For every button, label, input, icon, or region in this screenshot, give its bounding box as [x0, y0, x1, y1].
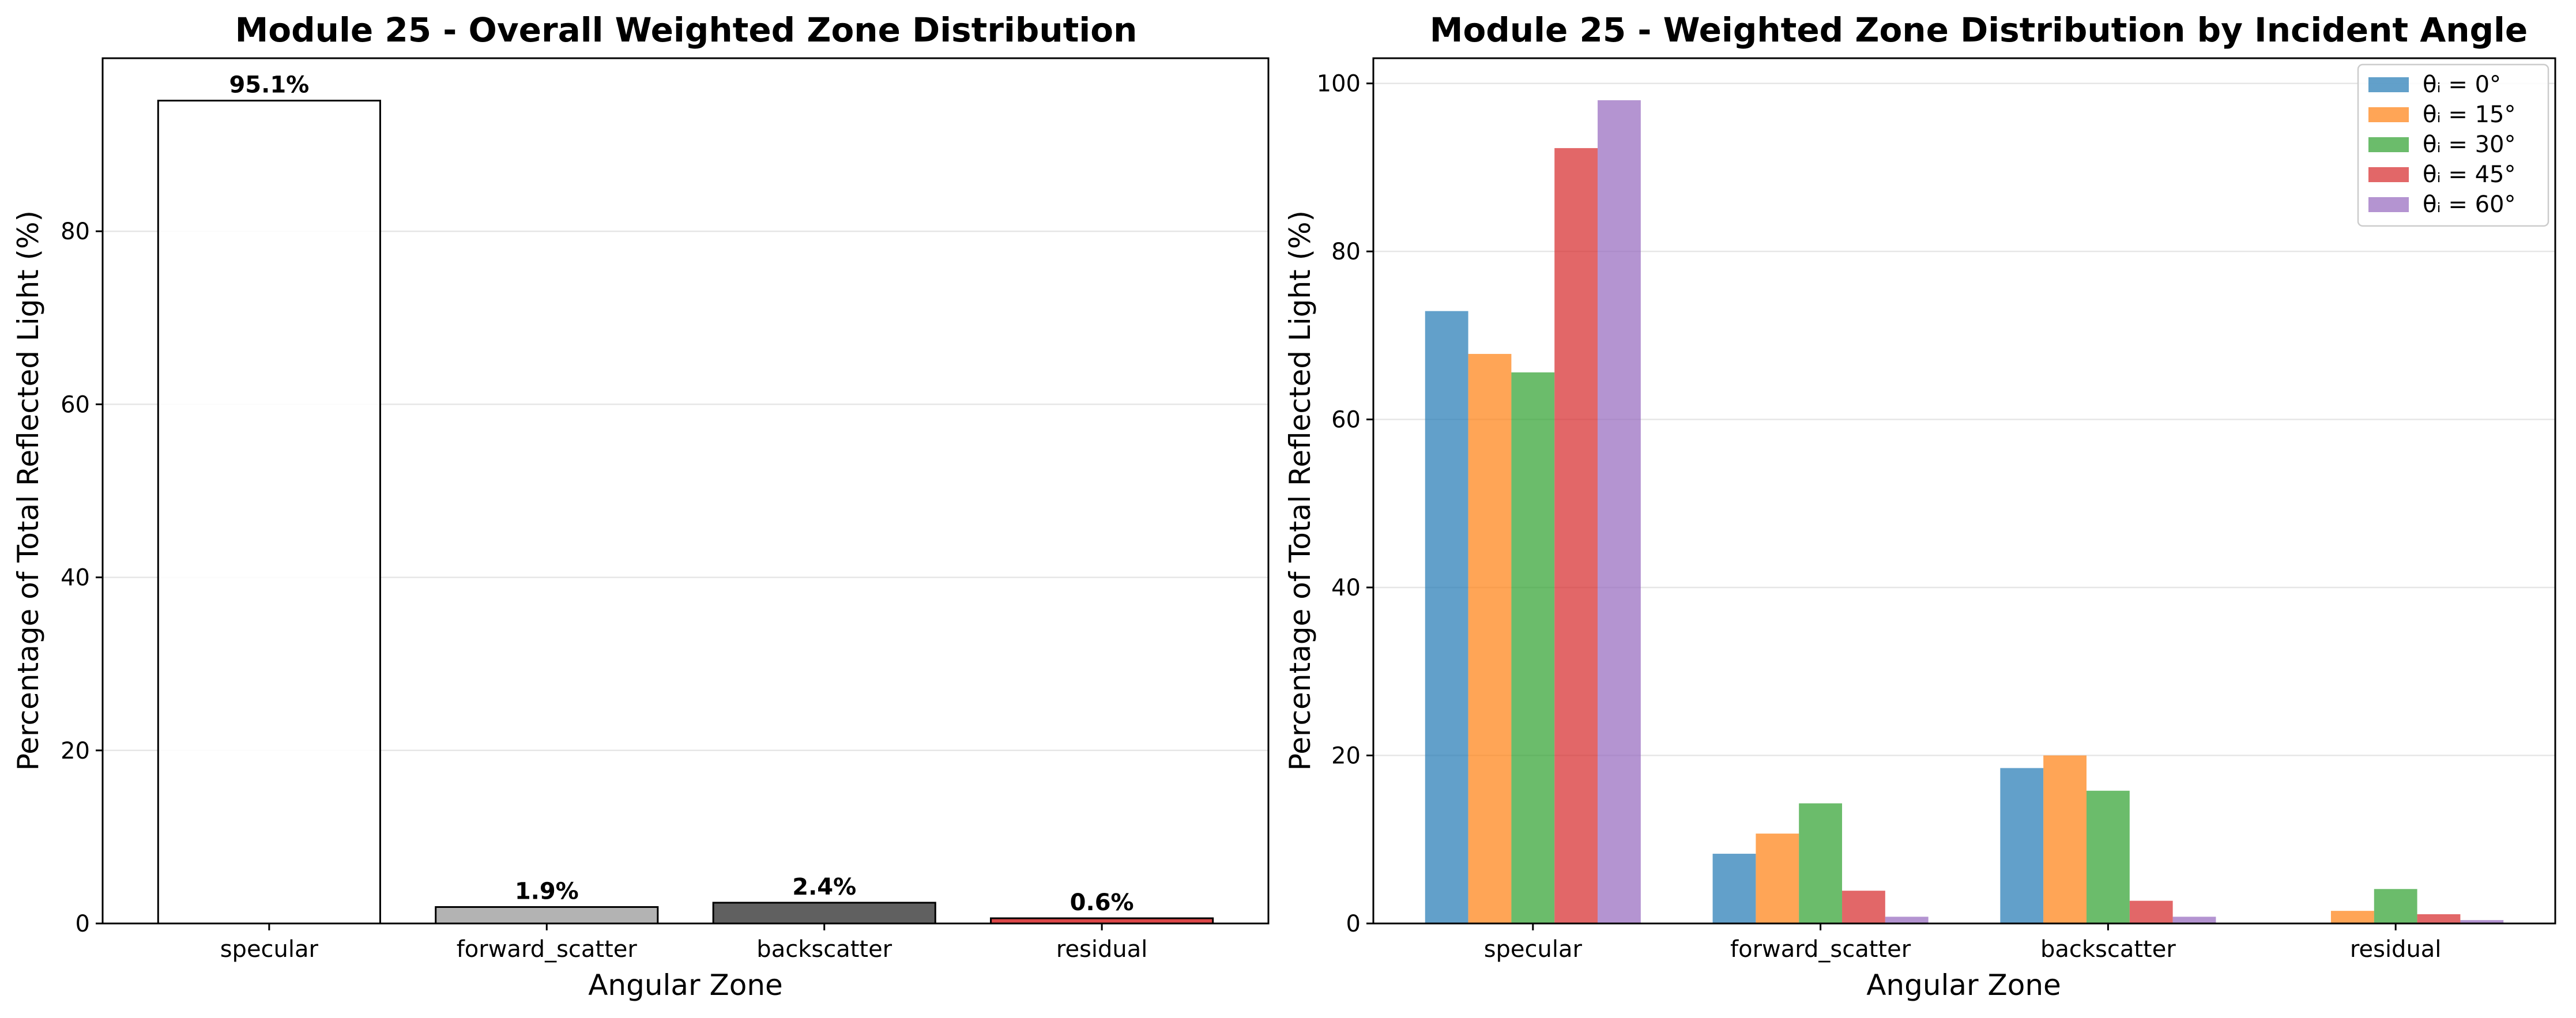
bar-residual-series-1 — [2330, 911, 2374, 923]
x-tick-label: backscatter — [2040, 936, 2176, 963]
y-tick-label: 60 — [1331, 407, 1361, 433]
bar-forward_scatter-series-4 — [1885, 917, 1929, 923]
bar-backscatter — [712, 902, 936, 925]
legend-swatch — [2368, 197, 2409, 212]
y-tick-label: 20 — [61, 738, 90, 764]
x-axis-label: Angular Zone — [588, 968, 783, 1002]
data-label: 2.4% — [792, 874, 856, 900]
bar-residual-series-3 — [2417, 914, 2461, 923]
bar-backscatter-series-2 — [2086, 790, 2130, 923]
chart-title: Module 25 - Overall Weighted Zone Distri… — [235, 10, 1138, 50]
x-tick-label: forward_scatter — [1730, 936, 1911, 963]
legend-label: θᵢ = 60° — [2423, 191, 2515, 218]
x-tick-label: backscatter — [756, 936, 892, 963]
data-labels: 95.1% 1.9% 2.4% 0.6% — [229, 72, 1133, 916]
bar-backscatter-series-4 — [2172, 917, 2216, 923]
x-ticks: specular forward_scatter backscatter residu… — [220, 923, 1148, 963]
bar-specular-series-1 — [1468, 353, 1512, 923]
bar-specular-series-3 — [1554, 148, 1598, 923]
bar-backscatter-series-1 — [2043, 755, 2087, 923]
y-tick-label: 80 — [1331, 239, 1361, 265]
legend-swatch — [2368, 137, 2409, 152]
bar-backscatter-series-3 — [2129, 900, 2173, 923]
y-axis-label: Percentage of Total Reflected Light (%) — [1283, 210, 1317, 771]
x-tick-label: forward_scatter — [457, 936, 638, 963]
y-tick-label: 80 — [61, 218, 90, 245]
y-tick-label: 0 — [1346, 911, 1361, 937]
legend: θᵢ = 0° θᵢ = 15° θᵢ = 30° θᵢ = 45° θᵢ = 60° — [2357, 63, 2549, 227]
bar-specular-series-0 — [1425, 311, 1468, 923]
data-label: 95.1% — [229, 72, 309, 99]
legend-swatch — [2368, 167, 2409, 182]
x-tick-label: specular — [1484, 936, 1583, 963]
data-label: 1.9% — [515, 878, 579, 904]
y-tick-label: 40 — [61, 565, 90, 591]
bar-forward_scatter-series-2 — [1799, 803, 1843, 923]
x-tick-label: residual — [2350, 936, 2442, 963]
y-tick-label: 100 — [1317, 71, 1361, 97]
chart-title: Module 25 - Weighted Zone Distribution b… — [1430, 10, 2528, 50]
y-axis-label: Percentage of Total Reflected Light (%) — [12, 210, 45, 771]
y-tick-label: 40 — [1331, 575, 1361, 601]
bar-residual-series-4 — [2460, 920, 2504, 923]
bar-backscatter-series-0 — [2000, 768, 2044, 923]
chart-by-incident-angle: Module 25 - Weighted Zone Distribution b… — [1283, 10, 2556, 1002]
bar-specular-series-2 — [1511, 372, 1555, 923]
legend-box — [2357, 63, 2549, 227]
legend-label: θᵢ = 0° — [2423, 71, 2501, 98]
legend-swatch — [2368, 107, 2409, 122]
x-tick-label: residual — [1056, 936, 1148, 963]
plot-frame — [1372, 57, 2556, 925]
y-tick-label: 0 — [76, 911, 90, 937]
data-label: 0.6% — [1070, 889, 1134, 916]
bar-forward_scatter — [435, 906, 659, 925]
legend-label: θᵢ = 45° — [2423, 161, 2515, 188]
bar-specular-series-4 — [1598, 100, 1641, 924]
y-tick-label: 20 — [1331, 743, 1361, 770]
y-ticks: 0 20 40 60 80 — [61, 218, 103, 937]
legend-label: θᵢ = 30° — [2423, 131, 2515, 158]
bar-residual-series-2 — [2374, 889, 2417, 923]
bar-forward_scatter-series-3 — [1842, 891, 1885, 923]
bar-forward_scatter-series-0 — [1712, 854, 1756, 923]
legend-label: θᵢ = 15° — [2423, 101, 2515, 128]
bar-specular — [157, 100, 381, 925]
x-ticks: specular forward_scatter backscatter residu… — [1484, 923, 2442, 963]
legend-swatch — [2368, 77, 2409, 92]
bars — [1425, 100, 2504, 924]
y-ticks: 0 20 40 60 80 100 — [1317, 71, 1373, 937]
x-tick-label: specular — [220, 936, 319, 963]
chart-overall: Module 25 - Overall Weighted Zone Distri… — [12, 10, 1270, 1002]
x-axis-label: Angular Zone — [1866, 968, 2061, 1002]
y-tick-label: 60 — [61, 391, 90, 418]
bar-forward_scatter-series-1 — [1756, 834, 1799, 923]
plot-frame — [101, 57, 1270, 925]
